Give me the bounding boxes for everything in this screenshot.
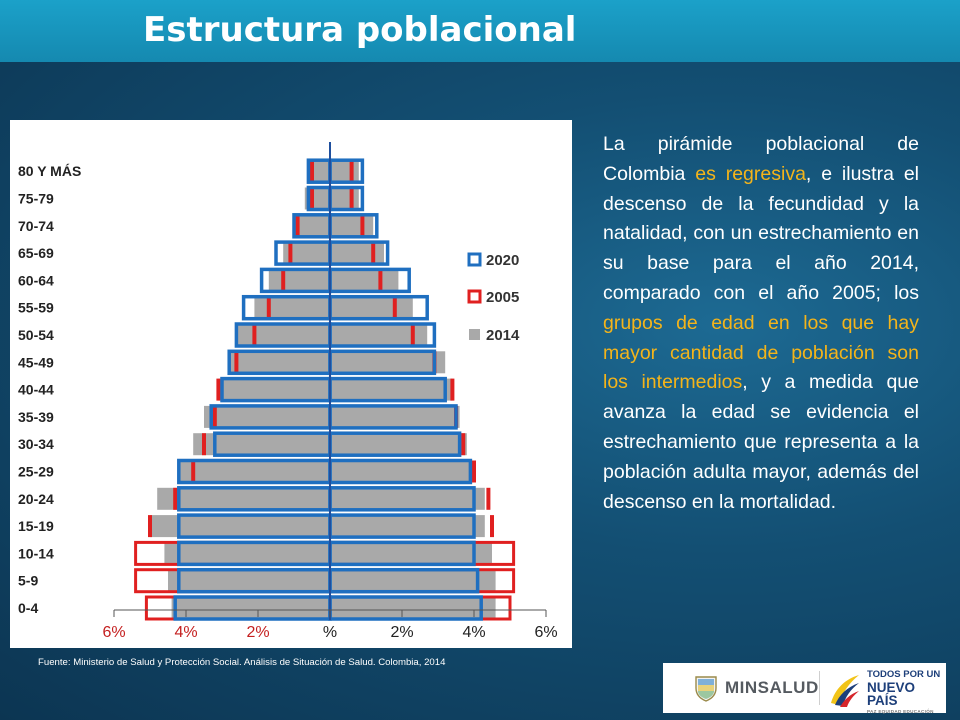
bar-2014-left-15-19 [150,515,330,538]
y-tick-label-55-59: 55-59 [18,300,54,316]
todos-por-un-nuevo-pais-logo: TODOS POR UN NUEVO PAÍS PAZ EQUIDAD EDUC… [867,670,943,714]
population-pyramid-chart: 0-4 5-9 10-14 15-19 20-24 25-29 30-34 35-39 40-4… [10,120,572,648]
bar-2014-left-0-4 [171,597,330,619]
y-tick-label-65-69: 65-69 [18,245,54,261]
legend-swatch-2014 [469,329,480,340]
bar-2014-left-50-54 [236,324,330,346]
bar-2014-left-10-14 [164,542,330,565]
bar-2014-right-20-24 [330,487,485,510]
bar-2014-right-10-14 [330,542,492,565]
pyramid-svg: 0-4 5-9 10-14 15-19 20-24 25-29 30-34 35-39 40-4… [18,142,558,641]
description-part-2: , e ilustra el descenso de la fecundidad… [603,162,919,304]
bar-2014-right-45-49 [330,351,446,374]
bar-2014-left-60-64 [268,269,330,292]
bar-2014-left-70-74 [294,214,330,237]
bar-2014-right-25-29 [330,460,474,483]
description-text: La pirámide poblacional de Colombia es r… [603,130,919,517]
bar-2014-left-65-69 [283,242,330,265]
logo-divider [819,671,820,705]
y-tick-label-25-29: 25-29 [18,464,54,480]
page-title: Estructura poblacional [143,10,577,50]
y-tick-label-40-44: 40-44 [18,382,54,398]
y-tick-label-45-49: 45-49 [18,354,54,370]
x-tick-label-3: % [323,624,337,641]
bar-2014-right-30-34 [330,433,467,456]
bar-2014-right-40-44 [330,378,453,401]
description-part-1: La pirámide poblacional de Colombia [603,133,919,185]
bar-2014-right-35-39 [330,405,460,428]
x-tick-label-2: 2% [246,624,269,641]
description-highlight-2: grupos de edad en los que hay mayor cant… [603,311,919,394]
y-tick-label-5-9: 5-9 [18,573,38,589]
bar-2014-right-65-69 [330,242,384,265]
tricolor-swoosh-icon [831,675,859,707]
bar-2014-right-0-4 [330,597,496,619]
colombia-shield-icon [695,676,717,702]
bar-2014-right-15-19 [330,515,485,538]
title-bar: Estructura poblacional [0,0,960,62]
y-tick-label-60-64: 60-64 [18,272,54,288]
bar-2014-right-60-64 [330,269,399,292]
y-tick-label-80 Y MÁS: 80 Y MÁS [18,163,81,179]
x-tick-label-6: 6% [534,624,557,641]
y-tick-label-0-4: 0-4 [18,600,38,616]
legend-label-2005: 2005 [486,289,519,306]
description-highlight-1: es regresiva [695,162,806,185]
logos-strip: MINSALUD TODOS POR UN NUEVO PAÍS PAZ EQU… [663,663,946,713]
source-note: Fuente: Ministerio de Salud y Protección… [38,657,446,668]
bar-2014-right-80 Y MÁS [330,160,359,183]
legend-swatch-2005 [467,289,482,304]
legend-label-2014: 2014 [486,327,520,344]
logo-line-1: TODOS POR UN [867,669,941,680]
y-tick-label-15-19: 15-19 [18,518,54,534]
bar-2014-right-70-74 [330,214,374,237]
bar-2014-right-50-54 [330,324,428,346]
y-tick-label-50-54: 50-54 [18,327,54,343]
minsalud-logo-text: MINSALUD [725,678,819,697]
bar-2014-left-20-24 [157,487,330,510]
y-tick-label-10-14: 10-14 [18,545,54,561]
bar-2014-right-55-59 [330,296,413,319]
x-tick-label-5: 4% [462,624,485,641]
x-tick-label-4: 2% [390,624,413,641]
legend-swatch-2020 [467,252,482,267]
logo-line-2: NUEVO PAÍS [867,679,916,708]
x-tick-label-0: 6% [102,624,125,641]
y-tick-label-20-24: 20-24 [18,491,54,507]
logo-line-3: PAZ EQUIDAD EDUCACIÓN [867,708,934,714]
bar-2014-left-25-29 [178,460,330,483]
bar-2014-left-35-39 [204,405,330,428]
y-tick-label-70-74: 70-74 [18,218,54,234]
y-tick-label-35-39: 35-39 [18,409,54,425]
bar-2014-right-5-9 [330,569,496,592]
bar-2014-left-30-34 [193,433,330,456]
x-tick-label-1: 4% [174,624,197,641]
bar-2014-left-55-59 [254,296,330,319]
bar-2014-right-75-79 [330,187,359,210]
bar-2014-left-5-9 [168,569,330,592]
bar-2014-left-45-49 [229,351,330,374]
legend-label-2020: 2020 [486,252,519,269]
y-tick-label-75-79: 75-79 [18,191,54,207]
bar-2014-left-40-44 [218,378,330,401]
y-tick-label-30-34: 30-34 [18,436,54,452]
description-part-3: , y a medida que avanza la edad se evide… [603,371,919,513]
